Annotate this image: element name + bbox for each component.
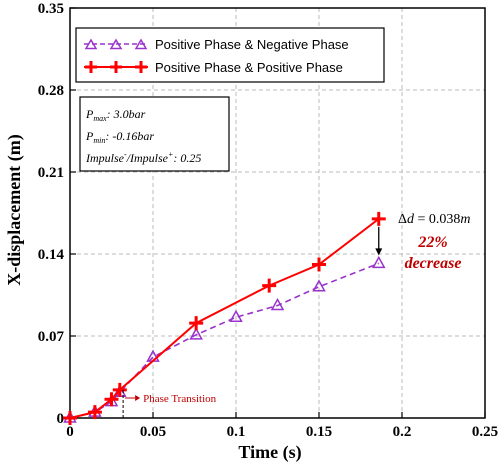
delta-annotation: Δd = 0.038m 22% decrease [375,212,471,272]
x-tick-label: 0.2 [393,424,412,440]
y-axis-title: X-displacement (m) [4,134,25,285]
parameters-box: Pmax: 3.0bar Pmin: -0.16bar Impulse-/Imp… [79,96,230,172]
triangle-marker-icon [134,38,148,50]
x-axis-title: Time (s) [238,442,301,463]
data-point-plus [189,316,204,331]
y-tick-label: 0 [57,411,65,427]
y-tick-label: 0.28 [38,83,64,99]
plot-frame [69,7,486,419]
data-point-triangle [229,309,243,323]
x-tick-label: 0.1 [227,424,246,440]
data-point-triangle [270,297,285,311]
grid-lines [70,8,485,418]
legend-entry-positive-phase: Positive Phase & Positive Phase [84,60,343,75]
plus-marker-icon [110,61,122,73]
data-point-plus [312,257,326,272]
transition-label: Phase Transition [143,393,217,405]
y-tick-labels: 0 0.07 0.14 0.21 0.28 0.35 [38,1,65,427]
triangle-marker-icon [84,38,98,50]
legend-entry-negative-phase: Positive Phase & Negative Phase [84,37,349,52]
param-impulse-ratio: Impulse-/Impulse+: 0.25 [85,150,201,165]
legend: Positive Phase & Negative Phase Positive… [75,27,385,83]
x-tick-label: 0.05 [140,424,166,440]
y-tick-label: 0.21 [38,165,64,181]
x-tick-label: 0 [66,424,74,440]
data-point-triangle [189,327,203,340]
arrowhead-icon [375,248,383,256]
param-pmax: Pmax: 3.0bar [85,107,146,123]
legend-box [75,27,385,83]
data-point-triangle [371,255,386,269]
plus-marker-icon [85,61,97,73]
data-point-plus [63,411,77,425]
x-tick-label: 0.25 [472,424,498,440]
data-point-plus [371,211,386,226]
data-point-plus [262,278,277,293]
data-point-plus [87,405,102,420]
legend-label: Positive Phase & Negative Phase [155,37,349,52]
series-lines [63,211,386,425]
phase-transition-annotation: Phase Transition [122,390,217,418]
plus-marker-icon [135,61,147,73]
data-point-triangle [312,279,326,292]
data-point-plus [112,382,127,397]
y-tick-label: 0.14 [38,247,65,263]
decrease-percent: 22% [417,234,447,251]
legend-label: Positive Phase & Positive Phase [155,60,343,75]
data-point-plus [104,392,119,407]
series-positive-phase [63,211,386,425]
y-tick-label: 0.35 [38,1,64,17]
delta-label: Δd = 0.038m [398,212,471,227]
param-pmin: Pmin: -0.16bar [85,129,154,145]
decrease-word: decrease [405,255,462,272]
plot-border [69,7,486,419]
triangle-marker-icon [109,38,123,50]
x-tick-labels: 0 0.05 0.1 0.15 0.2 0.25 [66,424,498,440]
x-tick-label: 0.15 [306,424,332,440]
arrowhead-icon [135,395,141,401]
series-line [69,218,380,419]
y-tick-label: 0.07 [38,329,65,345]
